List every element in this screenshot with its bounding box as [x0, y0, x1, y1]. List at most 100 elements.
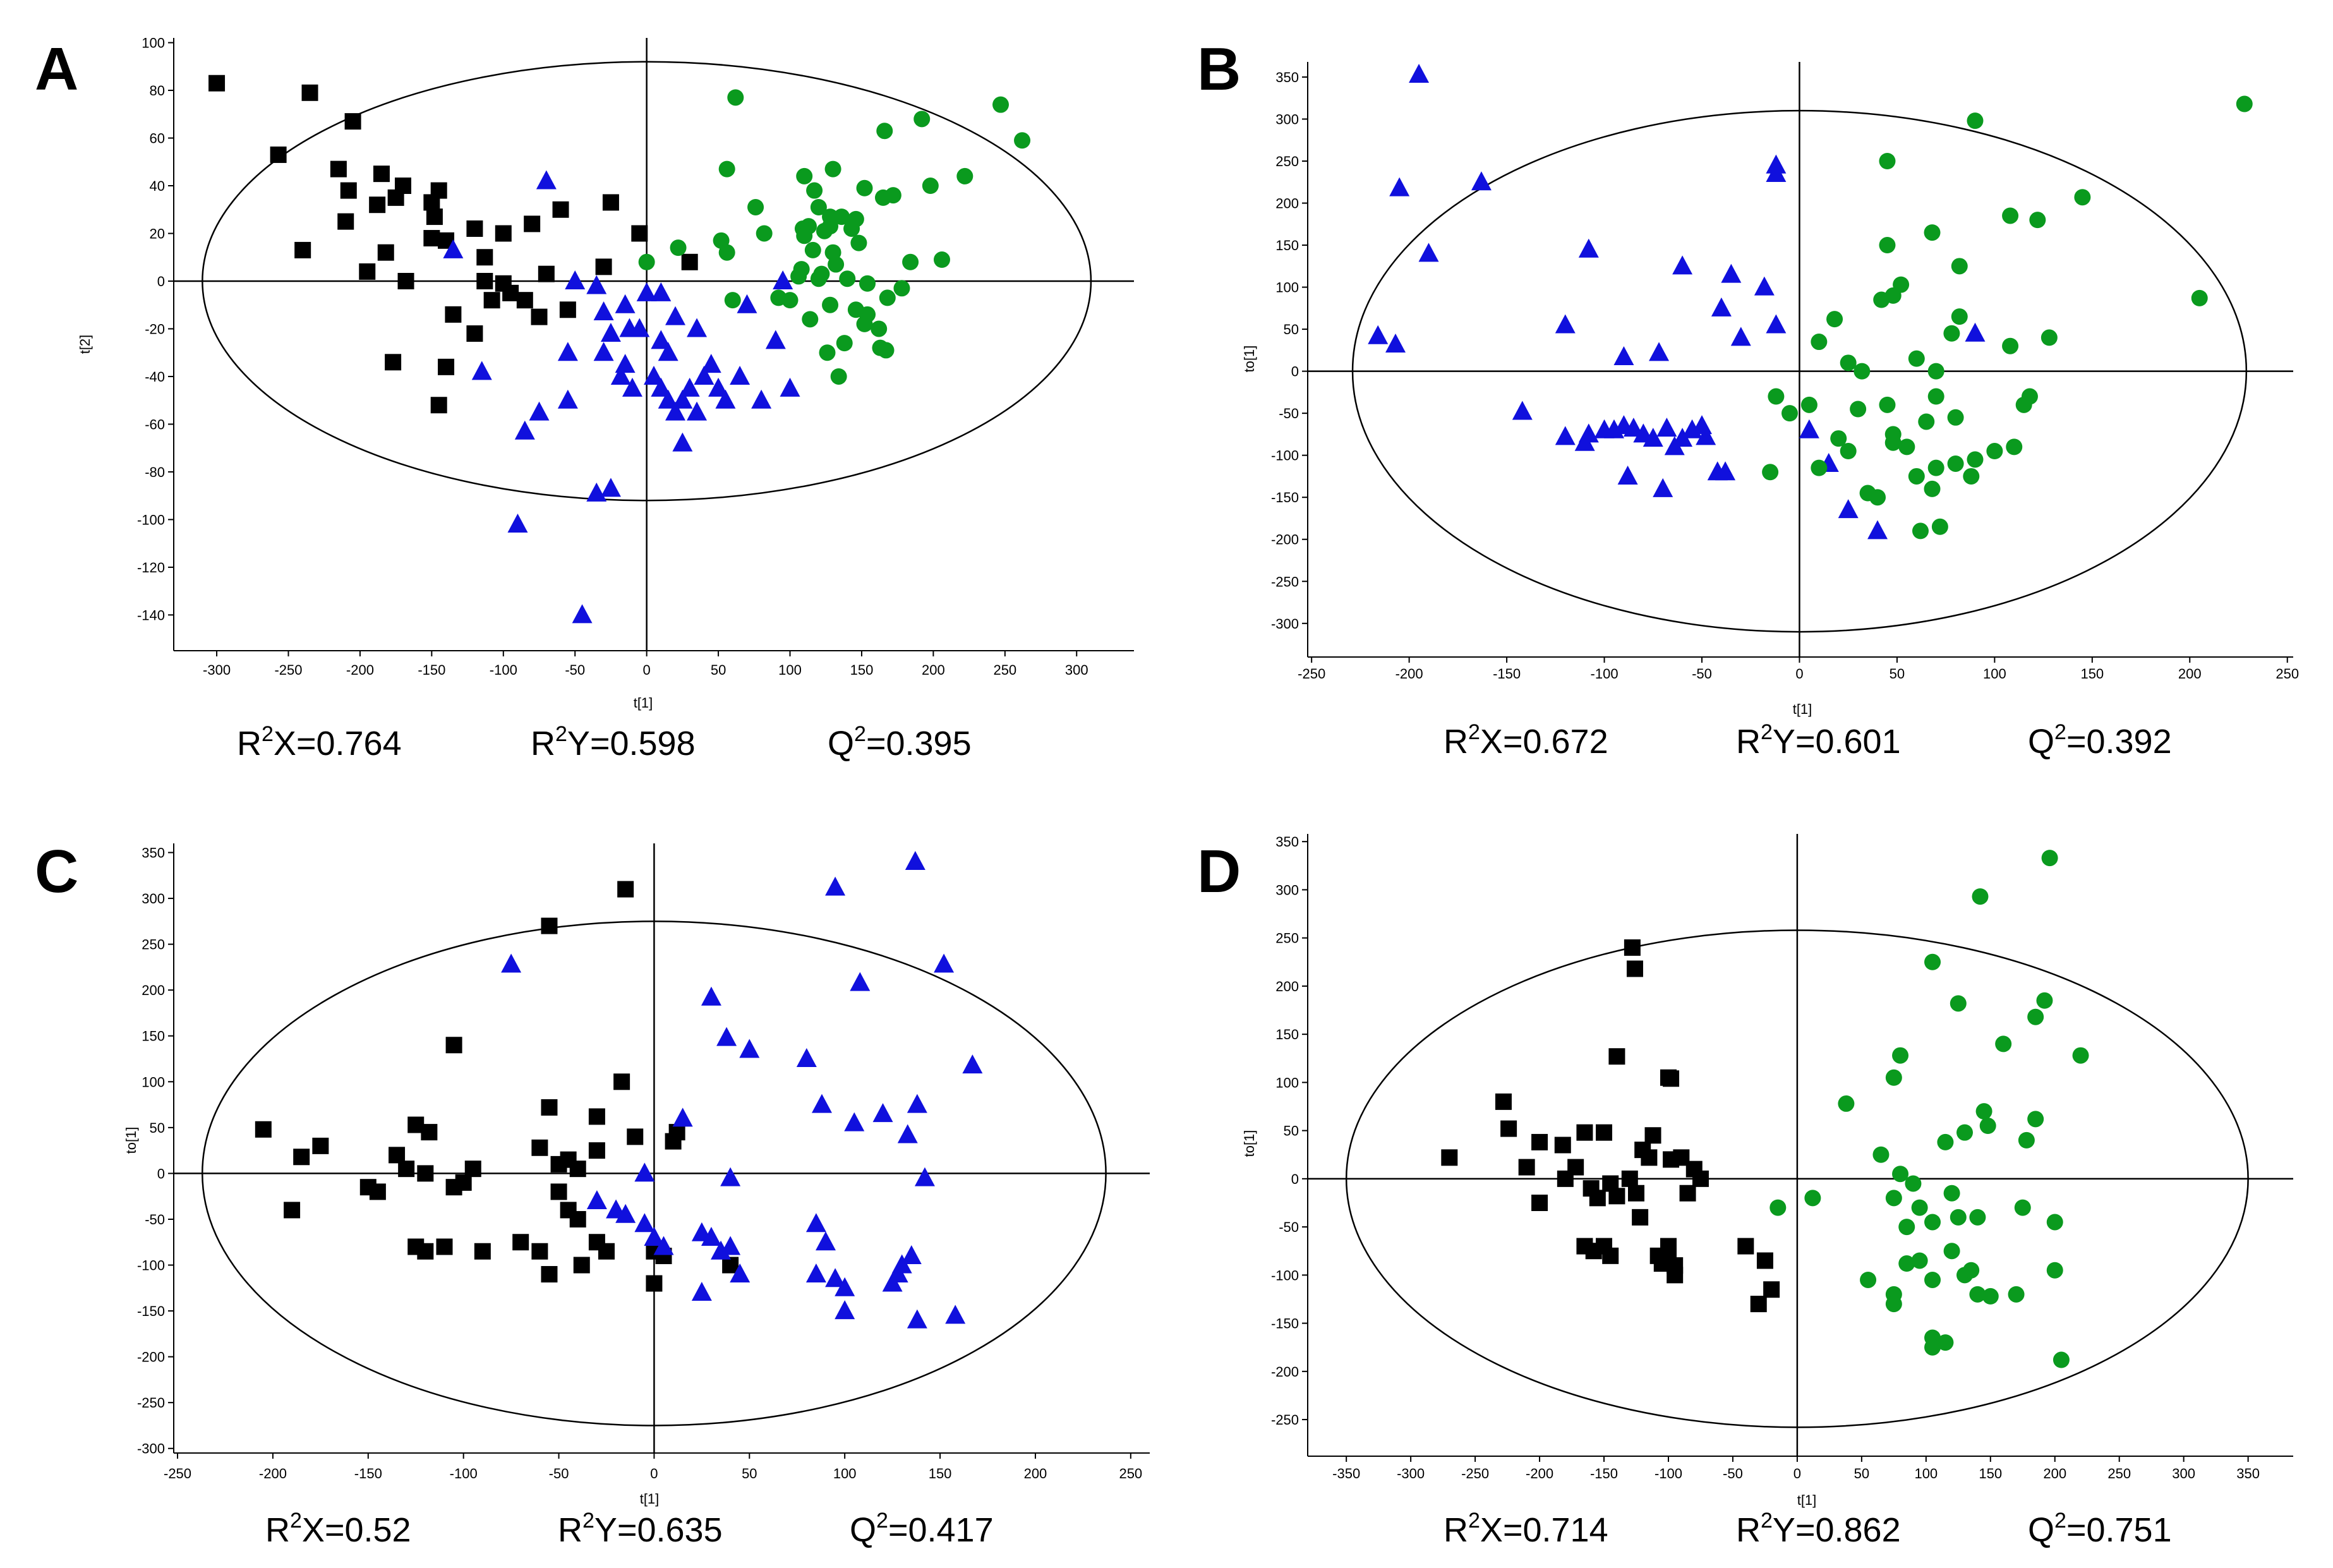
panel-b-y-tick-label: 200 [1275, 196, 1299, 212]
panel-d-x-tick-label: 150 [1979, 1466, 2002, 1481]
panel-d-point-circle [1969, 1209, 1986, 1226]
panel-a-point-circle [828, 256, 845, 273]
panel-b-y-tick-label: 350 [1275, 69, 1299, 85]
panel-d-x-tick-label: 0 [1793, 1466, 1801, 1481]
panel-d-x-tick-label: 300 [2172, 1466, 2195, 1481]
panel-d-y-tick-label: -150 [1271, 1316, 1299, 1332]
panel-d-point-circle [1995, 1035, 2012, 1052]
panel-b-y-tick-label: 50 [1284, 322, 1299, 337]
panel-d-x-tick-label: -250 [1461, 1466, 1489, 1481]
panel-d-point-square [1531, 1194, 1548, 1211]
panel-d-point-square [1628, 1185, 1644, 1202]
panel-a-point-circle [804, 241, 821, 258]
panel-b-point-circle [1850, 401, 1867, 418]
panel-a-point-triangle [565, 270, 586, 289]
panel-c-point-square [445, 1037, 462, 1054]
panel-d-x-tick-label: 350 [2236, 1466, 2260, 1481]
panel-d-y-tick-label: 50 [1284, 1123, 1299, 1139]
panel-c-point-triangle [720, 1167, 741, 1186]
panel-b-point-circle [1943, 325, 1960, 342]
panel-d-x-tick-label: -50 [1723, 1466, 1743, 1481]
panel-b-point-circle [2074, 189, 2091, 206]
panel-c-point-triangle [716, 1027, 737, 1046]
panel-a-point-square [387, 189, 404, 206]
panel-d-point-square [1632, 1209, 1649, 1226]
panel-c-y-tick-label: -50 [145, 1212, 165, 1227]
panel-d-point-square [1679, 1185, 1696, 1202]
panel-c-y-tick-label: -200 [137, 1349, 165, 1365]
panel-b-point-triangle [1766, 154, 1787, 174]
panel-a-point-triangle [507, 513, 528, 533]
panel-b-x-tick-label: 200 [2178, 666, 2202, 682]
panel-a-point-triangle [737, 294, 757, 313]
panel-d-point-square [1621, 1170, 1638, 1187]
panel-d-point-circle [1885, 1069, 1902, 1086]
panel-a-point-square [423, 194, 440, 211]
panel-a-point-square [559, 301, 576, 318]
panel-d-x-tick-label: -350 [1332, 1466, 1360, 1481]
panel-c-point-square [588, 1142, 605, 1159]
panel-b-point-circle [1879, 396, 1896, 413]
panel-d-point-square [1624, 939, 1641, 956]
panel-a-y-axis-title: t[2] [77, 335, 93, 354]
panel-a-x-tick-label: -250 [274, 662, 302, 678]
panel-b: B -250 -200 -150 -100 -50 0 50 100 150 200 250 -300 -… [1197, 35, 2299, 761]
panel-b-point-triangle [1656, 418, 1677, 437]
panel-a-x-tick-label: 0 [643, 662, 651, 678]
panel-a-point-triangle [615, 354, 636, 373]
panel-a-point-circle [747, 198, 764, 215]
panel-b-point-triangle [1512, 401, 1533, 420]
panel-a-point-triangle [701, 354, 721, 373]
panel-c-point-square [398, 1161, 415, 1178]
panel-b-y-tick-label: 100 [1275, 280, 1299, 296]
panel-c-x-tick-label: 100 [833, 1466, 857, 1481]
panel-c-y-tick-label: 0 [157, 1166, 165, 1181]
panel-a-y-tick-label: -60 [145, 416, 165, 432]
panel-c-x-tick-label: -250 [164, 1466, 191, 1481]
panel-d-x-tick-label: -150 [1590, 1466, 1618, 1481]
panel-d-point-circle [1898, 1255, 1915, 1272]
panel-a-point-circle [922, 178, 939, 195]
panel-d-point-square [1500, 1120, 1517, 1137]
panel-c-point-square [646, 1275, 663, 1292]
panel-a-point-square [373, 166, 390, 183]
panel-b-point-circle [1879, 237, 1896, 254]
panel-b-stat-1: R2X=0.672 [1444, 720, 1608, 761]
panel-d-point-circle [1969, 1286, 1986, 1303]
panel-c-point-square [531, 1139, 548, 1156]
panel-c-point-triangle [672, 1107, 693, 1127]
panel-a-x-tick-label: -300 [203, 662, 231, 678]
panel-c-point-square [436, 1238, 453, 1255]
panel-a-point-triangle [536, 170, 557, 190]
panel-a-point-square [359, 263, 376, 280]
panel-a-point-triangle [780, 377, 800, 397]
panel-a-point-triangle [708, 377, 729, 397]
panel-a-point-triangle [658, 389, 678, 409]
panel-a-point-circle [822, 296, 839, 313]
panel-a-point-square [595, 258, 612, 275]
panel-b-point-triangle [1418, 243, 1439, 262]
panel-d-point-circle [1963, 1262, 1980, 1279]
panel-b-point-triangle [1838, 499, 1859, 519]
panel-a-point-triangle [730, 365, 751, 385]
panel-d-y-tick-label: -50 [1279, 1219, 1299, 1235]
panel-b-point-triangle [1867, 520, 1888, 540]
panel-a-point-circle [670, 239, 687, 256]
panel-c-point-square [722, 1257, 739, 1274]
panel-b-stat-3: Q2=0.392 [2028, 720, 2172, 761]
panel-d-point-square [1518, 1159, 1535, 1176]
panel-b-point-triangle [1643, 428, 1663, 447]
panel-a-point-circle [819, 344, 836, 361]
panel-c-stat-2: R2Y=0.635 [558, 1509, 723, 1549]
panel-a-point-circle [1014, 132, 1031, 149]
panel-c-point-square [588, 1108, 605, 1125]
panel-c-point-square [293, 1149, 310, 1166]
panel-b-point-circle [1898, 438, 1915, 455]
panel-a-x-tick-label: -100 [490, 662, 517, 678]
panel-a-point-square [377, 244, 394, 261]
panel-c-point-triangle [796, 1048, 817, 1068]
panel-d-point-circle [1769, 1199, 1787, 1216]
panel-b-point-triangle [1649, 342, 1670, 361]
panel-a-point-triangle [773, 270, 793, 289]
